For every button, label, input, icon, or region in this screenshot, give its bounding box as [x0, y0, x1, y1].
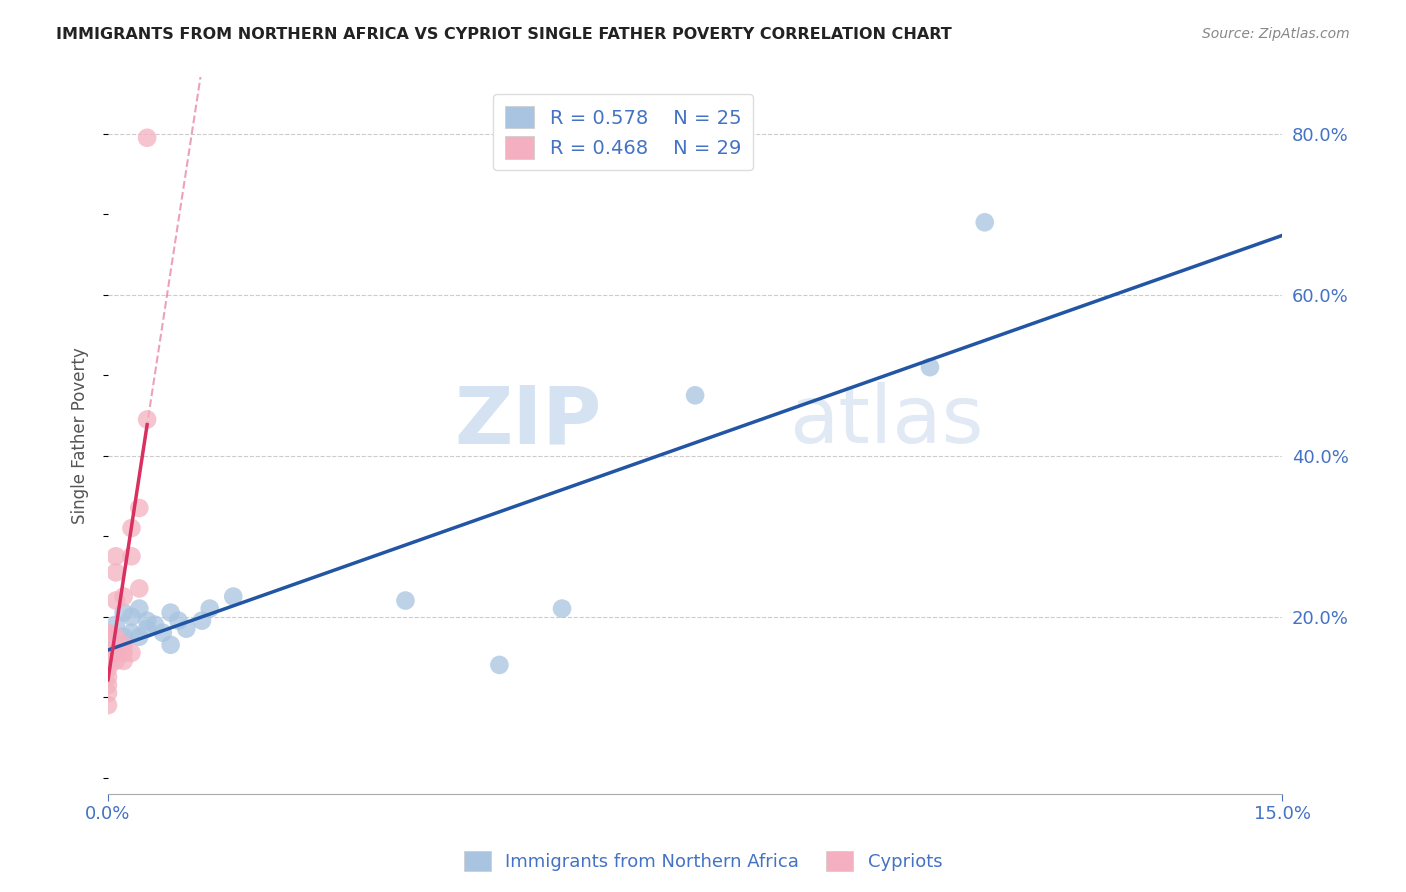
- Legend: Immigrants from Northern Africa, Cypriots: Immigrants from Northern Africa, Cypriot…: [457, 844, 949, 879]
- Point: [128, 601, 150, 615]
- Point: [97, 662, 120, 676]
- Point: [128, 500, 150, 515]
- Point: [112, 654, 135, 668]
- Point: [683, 388, 706, 402]
- Point: [121, 609, 143, 624]
- Point: [104, 646, 127, 660]
- Point: [159, 606, 181, 620]
- Point: [104, 654, 127, 668]
- Point: [191, 614, 214, 628]
- Point: [97, 646, 120, 660]
- Point: [174, 622, 197, 636]
- Point: [104, 638, 127, 652]
- Point: [104, 549, 127, 564]
- Text: atlas: atlas: [789, 383, 983, 460]
- Point: [104, 566, 127, 580]
- Point: [128, 582, 150, 596]
- Point: [551, 601, 574, 615]
- Point: [136, 614, 159, 628]
- Point: [488, 657, 510, 672]
- Point: [143, 617, 166, 632]
- Point: [97, 640, 120, 655]
- Point: [121, 521, 143, 535]
- Point: [918, 360, 941, 375]
- Text: ZIP: ZIP: [454, 383, 602, 460]
- Point: [97, 678, 120, 692]
- Point: [159, 638, 181, 652]
- Point: [121, 625, 143, 640]
- Point: [97, 670, 120, 684]
- Point: [973, 215, 995, 229]
- Point: [112, 638, 135, 652]
- Point: [97, 654, 120, 668]
- Point: [112, 646, 135, 660]
- Point: [104, 630, 127, 644]
- Text: Source: ZipAtlas.com: Source: ZipAtlas.com: [1202, 27, 1350, 41]
- Point: [121, 549, 143, 564]
- Point: [167, 614, 190, 628]
- Point: [97, 625, 120, 640]
- Y-axis label: Single Father Poverty: Single Father Poverty: [72, 347, 89, 524]
- Point: [97, 635, 120, 649]
- Point: [97, 630, 120, 644]
- Point: [97, 698, 120, 713]
- Point: [136, 412, 159, 426]
- Point: [394, 593, 416, 607]
- Point: [222, 590, 245, 604]
- Point: [104, 593, 127, 607]
- Point: [136, 622, 159, 636]
- Text: IMMIGRANTS FROM NORTHERN AFRICA VS CYPRIOT SINGLE FATHER POVERTY CORRELATION CHA: IMMIGRANTS FROM NORTHERN AFRICA VS CYPRI…: [56, 27, 952, 42]
- Point: [152, 625, 174, 640]
- Point: [112, 606, 135, 620]
- Point: [121, 646, 143, 660]
- Point: [97, 686, 120, 700]
- Point: [198, 601, 221, 615]
- Point: [104, 617, 127, 632]
- Point: [104, 638, 127, 652]
- Point: [112, 630, 135, 644]
- Point: [136, 130, 159, 145]
- Legend: R = 0.578    N = 25, R = 0.468    N = 29: R = 0.578 N = 25, R = 0.468 N = 29: [494, 95, 754, 170]
- Point: [112, 590, 135, 604]
- Point: [128, 630, 150, 644]
